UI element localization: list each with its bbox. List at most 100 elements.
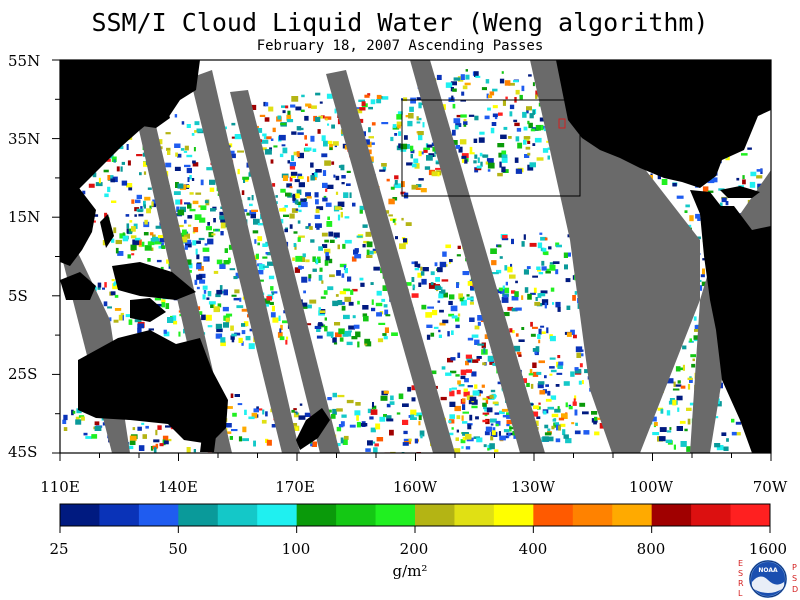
cloud-cell	[460, 369, 467, 376]
cloud-cell	[450, 305, 458, 312]
cloud-cell	[163, 440, 169, 445]
cloud-cell	[331, 124, 335, 129]
cloud-cell	[144, 219, 148, 225]
cloud-cell	[222, 306, 229, 312]
cloud-cell	[377, 338, 384, 343]
cloud-cell	[441, 366, 446, 370]
cloud-cell	[206, 167, 213, 171]
cloud-cell	[230, 325, 234, 331]
cloud-cell	[440, 289, 446, 294]
cloud-cell	[476, 165, 482, 169]
cloud-cell	[280, 324, 283, 330]
cloud-cell	[486, 407, 493, 413]
cloud-cell	[141, 422, 145, 425]
cloud-cell	[476, 437, 483, 443]
cloud-cell	[414, 163, 420, 169]
cloud-cell	[448, 313, 455, 317]
cloud-cell	[246, 212, 250, 216]
cloud-cell	[259, 114, 266, 117]
cloud-cell	[147, 258, 151, 262]
cloud-cell	[187, 224, 192, 227]
cloud-cell	[195, 192, 202, 195]
cloud-cell	[194, 121, 200, 126]
colorbar	[59, 503, 771, 533]
cloud-cell	[502, 169, 509, 173]
cloud-cell	[545, 271, 551, 274]
cloud-cell	[296, 126, 302, 131]
cloud-cell	[529, 162, 536, 168]
cloud-cell	[422, 267, 429, 272]
cloud-cell	[551, 413, 559, 418]
cloud-cell	[484, 115, 490, 120]
cloud-cell	[368, 149, 372, 155]
cloud-cell	[392, 124, 397, 129]
cloud-cell	[255, 253, 259, 259]
cloud-cell	[317, 323, 324, 327]
cloud-cell	[426, 155, 433, 161]
cloud-cell	[298, 266, 304, 269]
cloud-cell	[532, 82, 535, 87]
cloud-cell	[437, 300, 441, 303]
cloud-cell	[370, 427, 376, 433]
cloud-cell	[291, 96, 299, 102]
cloud-cell	[337, 244, 340, 250]
cloud-cell	[438, 293, 444, 299]
cloud-cell	[424, 166, 431, 170]
cloud-cell	[143, 171, 147, 175]
cloud-cell	[163, 331, 170, 337]
cloud-cell	[348, 325, 355, 330]
cloud-cell	[159, 237, 166, 243]
cloud-cell	[323, 140, 328, 147]
cloud-cell	[293, 408, 297, 411]
cloud-cell	[295, 193, 300, 199]
cloud-cell	[378, 322, 386, 325]
cloud-cell	[292, 194, 296, 201]
cloud-cell	[63, 427, 68, 431]
colorbar-segment	[375, 504, 416, 526]
cloud-cell	[262, 133, 267, 137]
cloud-cell	[374, 443, 379, 447]
cloud-cell	[104, 212, 108, 218]
cloud-cell	[652, 432, 660, 436]
cloud-cell	[71, 409, 74, 416]
cloud-cell	[231, 153, 236, 159]
cloud-cell	[161, 299, 166, 303]
cloud-cell	[297, 220, 301, 224]
cloud-cell	[209, 179, 216, 185]
colorbar-segment	[415, 504, 455, 526]
cloud-cell	[410, 145, 414, 152]
land-mass	[78, 330, 228, 444]
cloud-cell	[456, 114, 462, 118]
cloud-cell	[351, 336, 358, 340]
cloud-cell	[388, 214, 393, 217]
cloud-cell	[213, 270, 219, 274]
cloud-cell	[474, 339, 480, 345]
colorbar-segment	[572, 504, 613, 526]
cloud-cell	[447, 432, 454, 436]
cloud-cell	[180, 148, 185, 151]
cloud-cell	[315, 208, 320, 214]
map-title: SSM/I Cloud Liquid Water (Weng algorithm…	[91, 8, 709, 37]
cloud-cell	[286, 183, 292, 188]
cloud-cell	[208, 232, 214, 238]
cloud-cell	[103, 169, 109, 173]
cloud-cell	[414, 267, 420, 271]
cloud-cell	[360, 423, 368, 427]
cloud-cell	[317, 129, 321, 134]
cloud-cell	[165, 162, 172, 168]
cloud-cell	[225, 317, 230, 324]
cloud-cell	[492, 401, 499, 405]
cloud-cell	[154, 297, 161, 301]
cloud-cell	[420, 434, 423, 439]
cloud-cell	[296, 151, 300, 157]
cloud-cell	[449, 390, 455, 397]
cloud-cell	[584, 369, 590, 374]
cloud-cell	[334, 108, 337, 114]
cloud-cell	[529, 242, 537, 247]
cloud-cell	[684, 210, 688, 213]
cloud-cell	[80, 416, 85, 421]
cloud-cell	[457, 245, 461, 249]
cloud-cell	[237, 403, 243, 406]
cloud-cell	[421, 278, 427, 285]
cloud-cell	[440, 396, 447, 401]
